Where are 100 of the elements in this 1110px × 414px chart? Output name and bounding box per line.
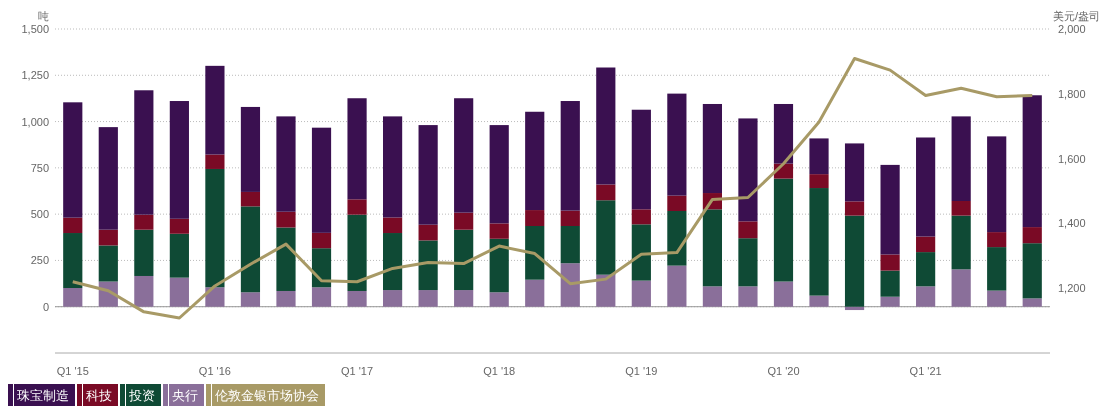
bar [383, 116, 403, 218]
bar [773, 281, 794, 307]
x-tick-label: Q1 '18 [483, 365, 516, 377]
bar [987, 232, 1007, 248]
x-tick-label: Q1 '16 [198, 365, 231, 377]
bar [383, 290, 403, 307]
bar [773, 178, 794, 282]
bar [276, 290, 296, 307]
bar [276, 116, 296, 212]
bar [631, 280, 651, 307]
bar [454, 229, 474, 291]
bar [169, 233, 189, 278]
bar [738, 221, 758, 239]
bar [347, 290, 367, 307]
y2-tick-label: 1,800 [1058, 87, 1086, 100]
bar [702, 286, 723, 307]
bar [951, 269, 971, 307]
bar [844, 201, 865, 216]
bar [702, 209, 723, 287]
bar [951, 201, 971, 216]
bar [276, 211, 296, 228]
bar [1022, 298, 1042, 307]
bar [489, 125, 509, 224]
y2-tick-label: 1,200 [1058, 282, 1086, 295]
bar [63, 102, 83, 218]
bar [667, 93, 687, 196]
y2-tick-label: 1,600 [1058, 152, 1086, 165]
bar [987, 247, 1007, 291]
bar [98, 127, 118, 230]
y-tick-label: 0 [42, 300, 49, 313]
bar [525, 279, 545, 307]
x-tick-label: Q1 '19 [625, 365, 658, 377]
bar [1022, 227, 1042, 244]
bar [916, 252, 936, 287]
bar [383, 233, 403, 291]
bar [276, 227, 296, 291]
bar [809, 174, 829, 189]
bar [489, 223, 509, 239]
bar [418, 240, 438, 291]
bar [63, 233, 83, 289]
bar [134, 275, 154, 307]
y-tick-label: 250 [30, 254, 49, 267]
bar [880, 254, 900, 271]
legend-label: 科技 [86, 387, 112, 403]
bar [205, 168, 225, 288]
bar [916, 286, 936, 307]
bar [631, 209, 651, 225]
bar [169, 101, 189, 219]
bar [916, 137, 936, 237]
bar [738, 238, 758, 287]
bar [205, 287, 225, 307]
bar [631, 224, 651, 281]
bar [525, 225, 545, 280]
bar [560, 101, 580, 211]
bar [347, 98, 367, 200]
bar [98, 229, 118, 246]
bar [240, 106, 261, 192]
bar [596, 200, 616, 275]
legend-label: 伦敦金银市场协会 [215, 387, 319, 403]
bar [205, 65, 225, 155]
bar [809, 138, 829, 175]
x-tick-label: Q1 '15 [56, 365, 89, 377]
x-tick-label: Q1 '21 [909, 365, 942, 377]
y-tick-label: 1,250 [21, 69, 49, 82]
y2-axis-title: 美元/盎司 [1052, 10, 1100, 22]
bar [347, 214, 367, 291]
bar [773, 103, 794, 164]
bar [240, 292, 261, 307]
bar [418, 290, 438, 307]
bar [311, 287, 332, 307]
bar [951, 116, 971, 201]
bar [880, 164, 900, 255]
bar [454, 290, 474, 307]
bar [880, 296, 900, 307]
y2-tick-label: 1,400 [1058, 217, 1086, 230]
bar [525, 111, 545, 211]
bar [347, 199, 367, 215]
bar [489, 238, 509, 293]
bar [560, 225, 580, 264]
bar [454, 98, 474, 213]
bar [987, 290, 1007, 307]
y-tick-label: 1,500 [21, 23, 49, 35]
y2-tick-label: 2,000 [1058, 23, 1086, 35]
bar [63, 217, 83, 234]
bar [418, 125, 438, 225]
bar [98, 245, 118, 282]
bar [809, 188, 829, 296]
bar [880, 270, 900, 297]
bar [560, 210, 580, 226]
bar [987, 136, 1007, 233]
legend-label: 珠宝制造 [17, 387, 69, 403]
y-tick-label: 500 [30, 208, 49, 221]
line-series [71, 56, 1034, 320]
bar [738, 118, 758, 222]
bar [525, 210, 545, 226]
bar [489, 292, 509, 307]
bar [134, 229, 154, 276]
bar [560, 263, 580, 307]
bar [596, 274, 616, 307]
bar [63, 288, 83, 307]
